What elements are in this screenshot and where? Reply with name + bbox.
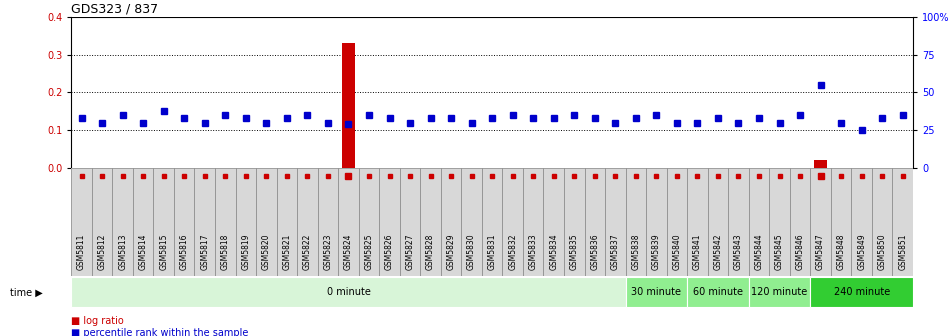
Text: GSM5831: GSM5831 (488, 234, 496, 270)
FancyBboxPatch shape (236, 168, 256, 276)
FancyBboxPatch shape (810, 168, 831, 276)
Text: GSM5832: GSM5832 (508, 234, 517, 270)
FancyBboxPatch shape (872, 168, 892, 276)
FancyBboxPatch shape (810, 277, 913, 307)
FancyBboxPatch shape (502, 168, 523, 276)
Text: GSM5834: GSM5834 (550, 234, 558, 270)
FancyBboxPatch shape (277, 168, 297, 276)
FancyBboxPatch shape (318, 168, 339, 276)
FancyBboxPatch shape (667, 168, 688, 276)
FancyBboxPatch shape (748, 277, 810, 307)
Text: GSM5851: GSM5851 (898, 234, 907, 270)
FancyBboxPatch shape (523, 168, 543, 276)
FancyBboxPatch shape (688, 277, 748, 307)
FancyBboxPatch shape (564, 168, 585, 276)
FancyBboxPatch shape (626, 277, 688, 307)
Text: GSM5819: GSM5819 (242, 234, 250, 270)
FancyBboxPatch shape (831, 168, 851, 276)
FancyBboxPatch shape (112, 168, 133, 276)
Text: GSM5821: GSM5821 (282, 234, 291, 270)
FancyBboxPatch shape (399, 168, 420, 276)
Text: GSM5829: GSM5829 (447, 234, 456, 270)
Text: GSM5825: GSM5825 (364, 234, 374, 270)
Text: ■ percentile rank within the sample: ■ percentile rank within the sample (71, 328, 249, 336)
Text: 30 minute: 30 minute (631, 287, 681, 297)
Text: GSM5847: GSM5847 (816, 234, 825, 270)
Text: time ▶: time ▶ (10, 287, 42, 297)
FancyBboxPatch shape (256, 168, 277, 276)
FancyBboxPatch shape (789, 168, 810, 276)
Text: 120 minute: 120 minute (751, 287, 807, 297)
FancyBboxPatch shape (708, 168, 728, 276)
Text: GSM5823: GSM5823 (323, 234, 333, 270)
FancyBboxPatch shape (297, 168, 318, 276)
FancyBboxPatch shape (215, 168, 236, 276)
FancyBboxPatch shape (71, 277, 626, 307)
Text: GSM5848: GSM5848 (837, 234, 845, 270)
FancyBboxPatch shape (748, 168, 769, 276)
Text: GDS323 / 837: GDS323 / 837 (71, 3, 159, 16)
Text: GSM5846: GSM5846 (796, 234, 805, 270)
FancyBboxPatch shape (359, 168, 379, 276)
FancyBboxPatch shape (339, 168, 359, 276)
FancyBboxPatch shape (441, 168, 461, 276)
FancyBboxPatch shape (461, 168, 482, 276)
FancyBboxPatch shape (605, 168, 626, 276)
Text: GSM5850: GSM5850 (878, 234, 886, 270)
Text: GSM5836: GSM5836 (591, 234, 599, 270)
FancyBboxPatch shape (153, 168, 174, 276)
FancyBboxPatch shape (626, 168, 646, 276)
Text: 60 minute: 60 minute (693, 287, 743, 297)
FancyBboxPatch shape (892, 168, 913, 276)
Text: GSM5828: GSM5828 (426, 234, 435, 270)
Text: GSM5813: GSM5813 (118, 234, 127, 270)
Text: GSM5824: GSM5824 (344, 234, 353, 270)
Text: 0 minute: 0 minute (326, 287, 370, 297)
FancyBboxPatch shape (71, 168, 92, 276)
Text: GSM5837: GSM5837 (611, 234, 620, 270)
Text: GSM5811: GSM5811 (77, 234, 87, 270)
FancyBboxPatch shape (585, 168, 605, 276)
Text: GSM5822: GSM5822 (302, 234, 312, 270)
FancyBboxPatch shape (728, 168, 748, 276)
Text: GSM5817: GSM5817 (201, 234, 209, 270)
Text: GSM5841: GSM5841 (693, 234, 702, 270)
Text: GSM5849: GSM5849 (857, 234, 866, 270)
Text: GSM5842: GSM5842 (713, 234, 723, 270)
Text: GSM5818: GSM5818 (221, 234, 230, 270)
FancyBboxPatch shape (482, 168, 502, 276)
Bar (814, 161, 826, 168)
FancyBboxPatch shape (420, 168, 441, 276)
FancyBboxPatch shape (646, 168, 667, 276)
Text: GSM5816: GSM5816 (180, 234, 188, 270)
Text: GSM5833: GSM5833 (529, 234, 537, 270)
Text: GSM5820: GSM5820 (262, 234, 271, 270)
Text: GSM5844: GSM5844 (754, 234, 764, 270)
Bar (342, 43, 355, 168)
FancyBboxPatch shape (688, 168, 708, 276)
FancyBboxPatch shape (195, 168, 215, 276)
Text: GSM5830: GSM5830 (467, 234, 476, 270)
FancyBboxPatch shape (769, 168, 789, 276)
Text: GSM5838: GSM5838 (631, 234, 640, 270)
FancyBboxPatch shape (174, 168, 195, 276)
Text: GSM5835: GSM5835 (570, 234, 579, 270)
FancyBboxPatch shape (379, 168, 399, 276)
Text: ■ log ratio: ■ log ratio (71, 316, 124, 326)
Text: GSM5814: GSM5814 (139, 234, 147, 270)
Text: GSM5839: GSM5839 (651, 234, 661, 270)
Text: GSM5815: GSM5815 (159, 234, 168, 270)
FancyBboxPatch shape (851, 168, 872, 276)
FancyBboxPatch shape (543, 168, 564, 276)
Text: GSM5845: GSM5845 (775, 234, 784, 270)
Text: GSM5843: GSM5843 (734, 234, 743, 270)
Text: GSM5812: GSM5812 (98, 234, 107, 270)
Text: 240 minute: 240 minute (833, 287, 890, 297)
Text: GSM5840: GSM5840 (672, 234, 682, 270)
Text: GSM5826: GSM5826 (385, 234, 394, 270)
FancyBboxPatch shape (133, 168, 153, 276)
FancyBboxPatch shape (92, 168, 112, 276)
Text: GSM5827: GSM5827 (405, 234, 415, 270)
